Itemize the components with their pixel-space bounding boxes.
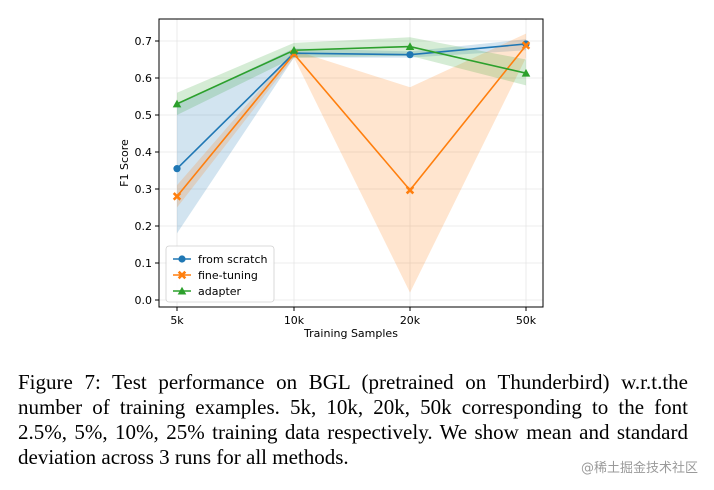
- data-point: [406, 51, 414, 59]
- data-point: [173, 165, 181, 173]
- y-tick-label: 0.5: [135, 109, 153, 122]
- data-point: [289, 45, 299, 54]
- y-tick-label: 0.3: [135, 183, 153, 196]
- series-lines: [176, 43, 527, 197]
- legend-label: adapter: [198, 285, 242, 298]
- legend-marker: [177, 270, 187, 280]
- legend-label: from scratch: [198, 253, 267, 266]
- y-tick-label: 0.4: [135, 146, 153, 159]
- data-point: [172, 192, 182, 201]
- y-tick-label: 0.6: [135, 72, 153, 85]
- y-axis-label: F1 Score: [118, 139, 131, 187]
- std-bands: [177, 33, 526, 293]
- data-point: [172, 99, 182, 108]
- legend: from scratch fine-tuning adapter: [165, 245, 275, 303]
- data-point: [405, 185, 415, 195]
- y-tick-label: 0.2: [135, 220, 153, 233]
- std-band-from-scratch: [177, 39, 526, 234]
- series-line-from-scratch: [176, 43, 527, 170]
- legend-marker: [177, 286, 187, 295]
- series-markers: [172, 40, 531, 201]
- x-tick-label: 20k: [400, 314, 421, 327]
- y-tick-label: 0.7: [135, 35, 153, 48]
- axes: 0.0 0.1 0.2 0.3 0.4 0.5 0.6 0.7 5k 10k 20k 50k Train…: [118, 35, 537, 340]
- legend-box: [165, 245, 275, 303]
- y-tick-label: 0.0: [135, 294, 153, 307]
- std-band-adapter: [177, 37, 526, 115]
- x-tick-label: 5k: [170, 314, 184, 327]
- data-point: [521, 41, 531, 50]
- x-axis-label: Training Samples: [303, 327, 398, 340]
- x-tick-label: 10k: [284, 314, 305, 327]
- data-point: [405, 42, 415, 50]
- legend-label: fine-tuning: [198, 269, 258, 282]
- y-tick-label: 0.1: [135, 257, 153, 270]
- data-point: [521, 68, 531, 77]
- series-line-fine-tuning: [176, 44, 527, 197]
- x-tick-label: 50k: [516, 314, 537, 327]
- series-line-adapter: [176, 45, 527, 105]
- std-band-fine-tuning: [177, 33, 526, 293]
- watermark: @稀土掘金技术社区: [578, 457, 700, 476]
- line-chart: 0.0 0.1 0.2 0.3 0.4 0.5 0.6 0.7 5k 10k 20k 50k Train…: [118, 18, 544, 340]
- plot-frame: [158, 18, 544, 308]
- legend-marker: [178, 255, 186, 263]
- figure-caption: Figure 7: Test performance on BGL (pretr…: [18, 370, 688, 469]
